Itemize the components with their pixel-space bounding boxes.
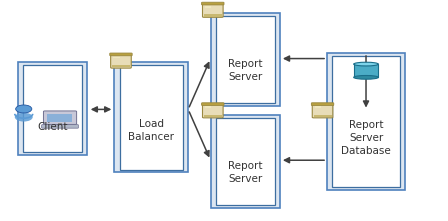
FancyBboxPatch shape [205, 106, 211, 108]
FancyBboxPatch shape [202, 104, 223, 118]
Text: Report
Server
Database: Report Server Database [341, 120, 391, 156]
FancyBboxPatch shape [114, 62, 188, 172]
Ellipse shape [354, 76, 378, 79]
FancyBboxPatch shape [43, 111, 77, 124]
Text: Report
Server: Report Server [228, 59, 263, 82]
Ellipse shape [15, 113, 33, 122]
FancyBboxPatch shape [110, 53, 132, 56]
FancyBboxPatch shape [120, 65, 183, 170]
FancyBboxPatch shape [202, 103, 224, 105]
Text: Client: Client [37, 122, 68, 132]
FancyBboxPatch shape [113, 57, 120, 58]
FancyBboxPatch shape [216, 118, 275, 205]
FancyBboxPatch shape [327, 53, 405, 190]
FancyBboxPatch shape [204, 14, 222, 17]
FancyBboxPatch shape [354, 64, 379, 77]
FancyBboxPatch shape [202, 4, 223, 17]
FancyBboxPatch shape [23, 65, 82, 152]
FancyBboxPatch shape [204, 115, 222, 117]
FancyBboxPatch shape [58, 123, 62, 126]
FancyBboxPatch shape [42, 125, 78, 128]
FancyBboxPatch shape [205, 6, 211, 8]
FancyBboxPatch shape [216, 16, 275, 103]
FancyBboxPatch shape [315, 106, 321, 108]
Ellipse shape [354, 62, 378, 66]
FancyBboxPatch shape [314, 115, 332, 117]
FancyBboxPatch shape [211, 115, 280, 208]
FancyBboxPatch shape [312, 104, 333, 118]
FancyBboxPatch shape [111, 55, 131, 68]
FancyBboxPatch shape [18, 62, 87, 155]
FancyBboxPatch shape [47, 114, 72, 122]
FancyBboxPatch shape [202, 2, 224, 5]
Circle shape [16, 105, 32, 113]
Text: Load
Balancer: Load Balancer [128, 119, 174, 142]
FancyBboxPatch shape [311, 103, 334, 105]
FancyBboxPatch shape [332, 56, 400, 187]
Text: Report
Server: Report Server [228, 161, 263, 184]
FancyBboxPatch shape [112, 65, 130, 67]
FancyBboxPatch shape [211, 13, 280, 106]
